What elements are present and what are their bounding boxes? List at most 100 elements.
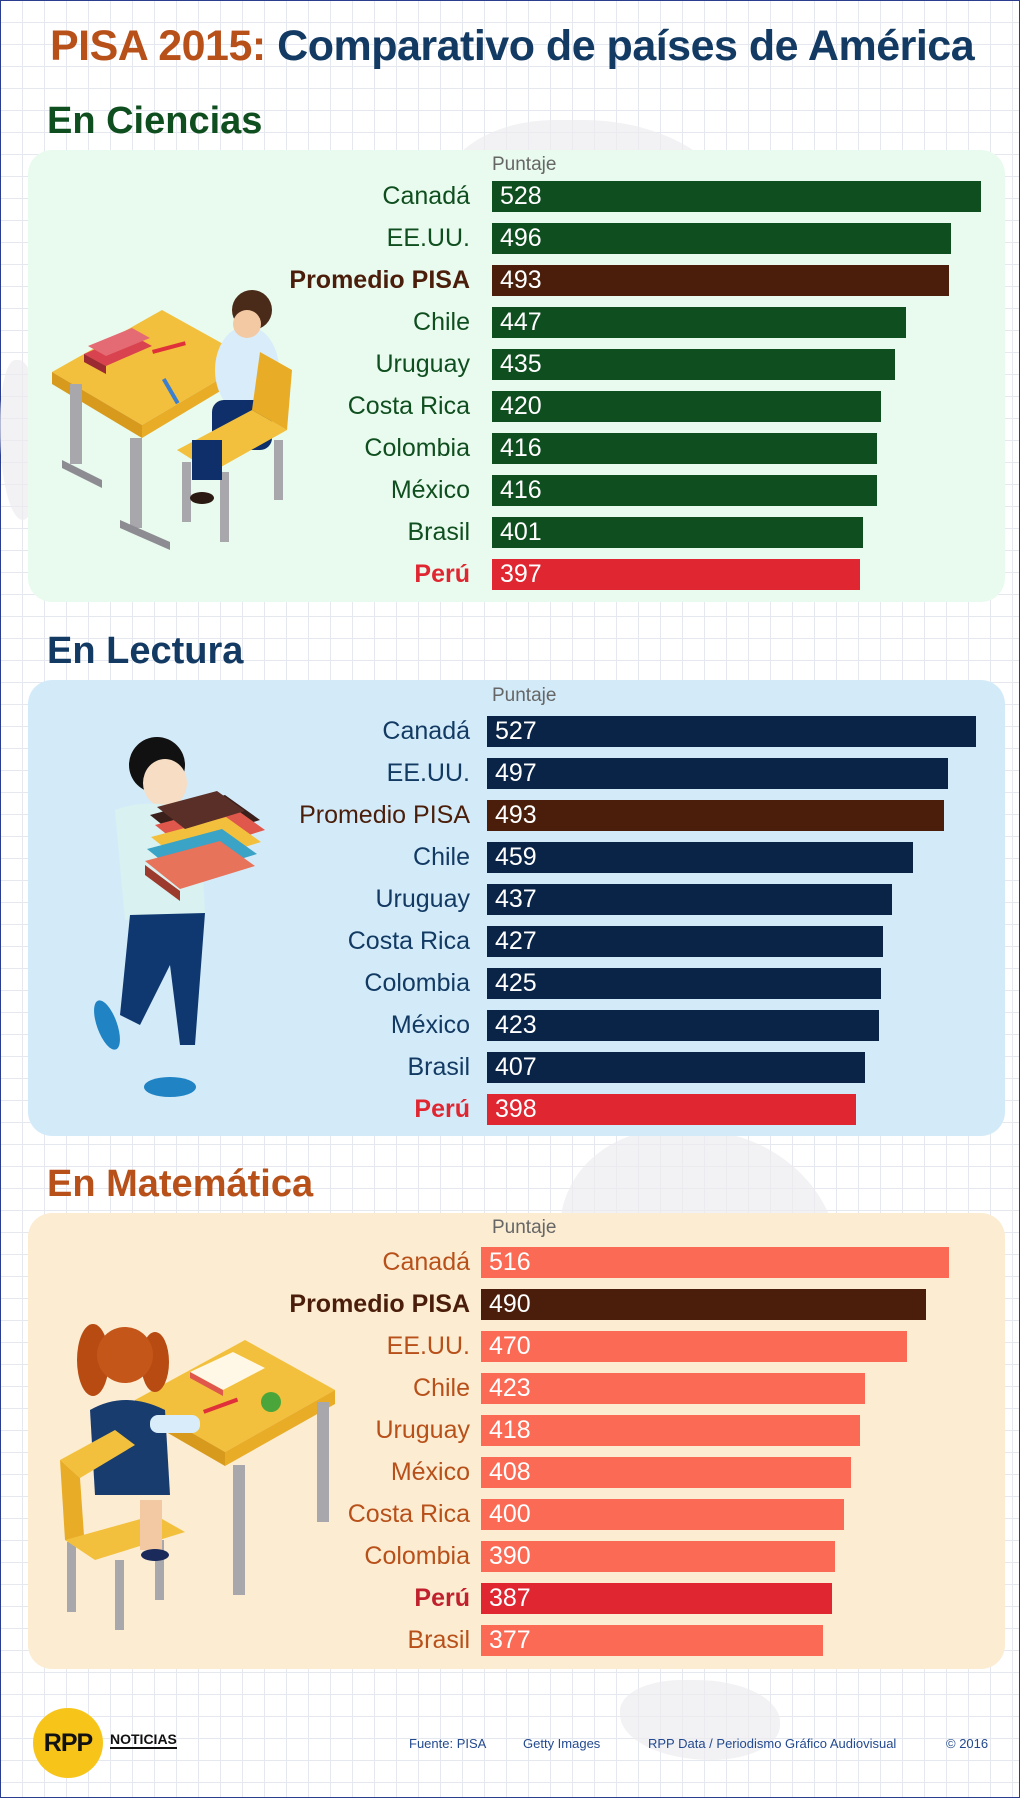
footer: RPP NOTICIAS Fuente: PISA Getty Images R…: [0, 1700, 1020, 1790]
tick-label: Uruguay: [375, 350, 471, 378]
data-label: 425: [495, 969, 537, 997]
data-label: 408: [489, 1458, 531, 1486]
bar: 387: [481, 1583, 832, 1614]
rpp-logo-text: RPP: [43, 1729, 93, 1757]
tick-label: México: [390, 476, 470, 504]
footer-source: Fuente: PISA: [409, 1736, 487, 1751]
tick-label: Chile: [413, 1374, 470, 1402]
rpp-logo-subtitle: NOTICIAS: [110, 1731, 177, 1749]
bar: 416: [492, 475, 877, 506]
section-title-ciencias: En Ciencias: [47, 100, 263, 142]
bar: 496: [492, 223, 951, 254]
bar: 420: [492, 391, 881, 422]
axis-label-lectura: Puntaje: [492, 685, 557, 706]
data-label: 497: [495, 759, 537, 787]
data-label: 470: [489, 1332, 531, 1360]
bar: 435: [492, 349, 895, 380]
bar: 377: [481, 1625, 823, 1656]
bar: 425: [487, 968, 881, 999]
tick-label: Canadá: [382, 717, 470, 745]
footer-year: © 2016: [946, 1736, 989, 1751]
tick-label: Brasil: [407, 1053, 470, 1081]
tick-label: Canadá: [382, 1248, 470, 1276]
tick-label: Costa Rica: [347, 927, 470, 955]
bar: 493: [487, 800, 944, 831]
tick-label: Perú: [414, 560, 470, 588]
tick-label: Costa Rica: [347, 1500, 470, 1528]
data-label: 437: [495, 885, 537, 913]
bar: 527: [487, 716, 976, 747]
data-label: 423: [489, 1374, 531, 1402]
bar: 437: [487, 884, 892, 915]
footer-credit: RPP Data / Periodismo Gráfico Audiovisua…: [648, 1736, 897, 1751]
bar: 470: [481, 1331, 907, 1362]
data-label: 401: [500, 518, 542, 546]
data-label: 416: [500, 476, 542, 504]
data-label: 528: [500, 182, 542, 210]
data-label: 447: [500, 308, 542, 336]
bar: 493: [492, 265, 949, 296]
page-title: PISA 2015: Comparativo de países de Amér…: [50, 22, 975, 71]
data-label: 435: [500, 350, 542, 378]
data-label: 427: [495, 927, 537, 955]
data-label: 400: [489, 1500, 531, 1528]
student-at-desk-icon: [52, 290, 292, 550]
bar: 497: [487, 758, 948, 789]
tick-label: Costa Rica: [347, 392, 470, 420]
tick-label: Promedio PISA: [289, 1290, 470, 1318]
tick-label: Colombia: [364, 969, 470, 997]
tick-label: EE.UU.: [386, 1332, 470, 1360]
tick-label: EE.UU.: [386, 759, 470, 787]
footer-images: Getty Images: [523, 1736, 601, 1751]
tick-label: Colombia: [364, 1542, 470, 1570]
data-label: 398: [495, 1095, 537, 1123]
data-label: 420: [500, 392, 542, 420]
bar: 401: [492, 517, 863, 548]
title-part1: PISA 2015:: [50, 22, 266, 70]
tick-label: EE.UU.: [386, 224, 470, 252]
title-part2: Comparativo de países de América: [277, 22, 975, 70]
data-label: 516: [489, 1248, 531, 1276]
data-label: 527: [495, 717, 537, 745]
bar: 408: [481, 1457, 851, 1488]
data-label: 496: [500, 224, 542, 252]
bar: 416: [492, 433, 877, 464]
tick-label: Canadá: [382, 182, 470, 210]
bar: 423: [481, 1373, 865, 1404]
tick-label: México: [390, 1011, 470, 1039]
girl-reading-at-desk-icon: [60, 1324, 335, 1630]
data-label: 390: [489, 1542, 531, 1570]
bar: 447: [492, 307, 906, 338]
data-label: 490: [489, 1290, 531, 1318]
bar: 398: [487, 1094, 856, 1125]
data-label: 418: [489, 1416, 531, 1444]
section-title-lectura: En Lectura: [47, 630, 244, 672]
data-label: 493: [500, 266, 542, 294]
tick-label: Perú: [414, 1095, 470, 1123]
student-carrying-books-icon: [94, 737, 265, 1097]
data-label: 377: [489, 1626, 531, 1654]
bar: 516: [481, 1247, 949, 1278]
axis-label-matematica: Puntaje: [492, 1217, 557, 1238]
bar: 407: [487, 1052, 865, 1083]
tick-label: Perú: [414, 1584, 470, 1612]
bar: 528: [492, 181, 981, 212]
bar: 400: [481, 1499, 844, 1530]
bar: 427: [487, 926, 883, 957]
bar: 390: [481, 1541, 835, 1572]
tick-label: Uruguay: [375, 885, 471, 913]
tick-label: Chile: [413, 843, 470, 871]
tick-label: Colombia: [364, 434, 470, 462]
data-label: 493: [495, 801, 537, 829]
axis-label-ciencias: Puntaje: [492, 154, 557, 175]
tick-label: Uruguay: [375, 1416, 471, 1444]
rpp-logo: RPP: [33, 1708, 103, 1778]
bar: 397: [492, 559, 860, 590]
background-map: [620, 1680, 780, 1760]
bar: 490: [481, 1289, 926, 1320]
tick-label: México: [390, 1458, 470, 1486]
data-label: 407: [495, 1053, 537, 1081]
data-label: 397: [500, 560, 542, 588]
bar: 423: [487, 1010, 879, 1041]
data-label: 387: [489, 1584, 531, 1612]
